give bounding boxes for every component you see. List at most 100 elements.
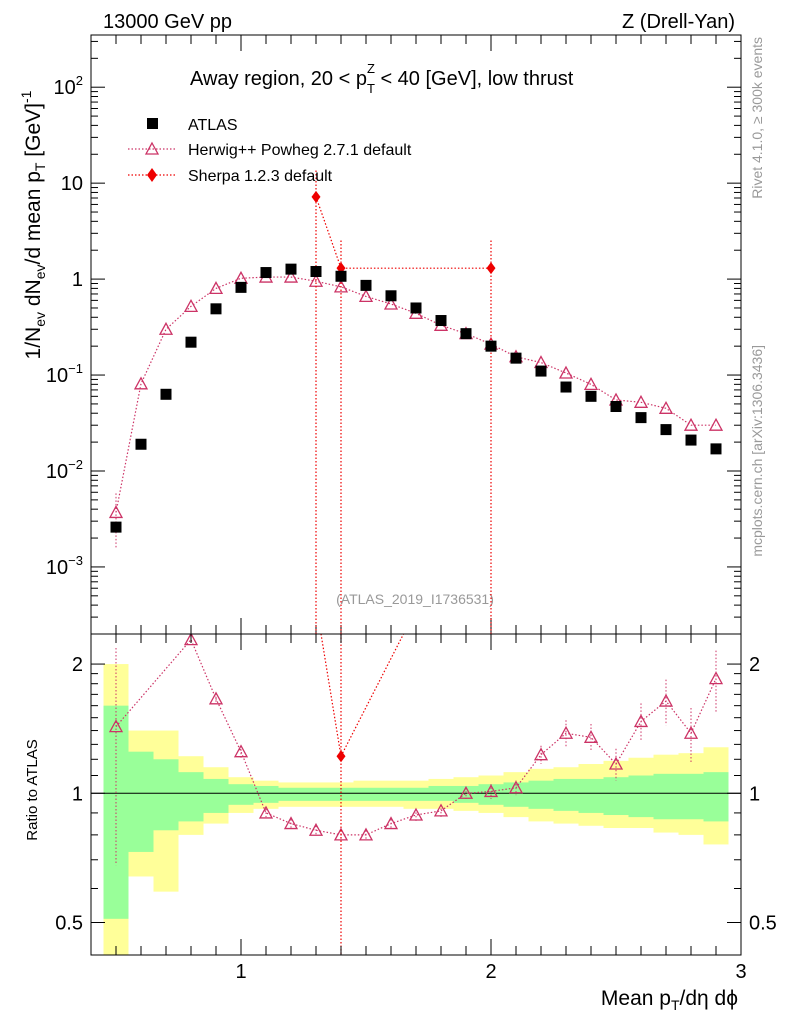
ratio-band-inner bbox=[528, 780, 554, 809]
atlas-main-point bbox=[260, 267, 272, 279]
herwig-ratio-point bbox=[358, 827, 374, 841]
herwig-main-point bbox=[708, 417, 724, 431]
ratio-y-axis-title: Ratio to ATLAS bbox=[24, 739, 41, 840]
atlas-main-point bbox=[535, 365, 547, 377]
herwig-ratio-point bbox=[508, 780, 524, 794]
atlas-main-point bbox=[710, 443, 722, 455]
sherpa-ratio-point bbox=[336, 750, 346, 763]
herwig-ratio-point bbox=[483, 784, 499, 798]
herwig-ratio-point bbox=[108, 719, 124, 733]
herwig-ratio-point bbox=[208, 691, 224, 705]
atlas-main-point bbox=[610, 401, 622, 413]
legend-entry-atlas: ATLAS bbox=[147, 117, 238, 134]
ratio-bands bbox=[103, 664, 729, 955]
ratio-band-inner bbox=[703, 772, 729, 822]
mcplots-label: mcplots.cern.ch [arXiv:1306.3436] bbox=[749, 345, 765, 557]
ratio-x-tick-label: 3 bbox=[735, 961, 746, 983]
ratio-y-tick-label-right: 1 bbox=[749, 783, 760, 805]
herwig-main-point bbox=[558, 365, 574, 379]
ratio-y-ticks: 0.5 0.5 1 1 2 2 bbox=[55, 654, 777, 934]
ratio-band-inner bbox=[403, 787, 429, 801]
herwig-main-point bbox=[208, 281, 224, 295]
rivet-label: Rivet 4.1.0, ≥ 300k events bbox=[749, 37, 765, 199]
analysis-id: (ATLAS_2019_I1736531) bbox=[336, 591, 494, 607]
ratio-band-inner bbox=[203, 778, 229, 813]
atlas-main-point bbox=[335, 270, 347, 282]
herwig-ratio-point bbox=[533, 747, 549, 761]
ratio-band-inner bbox=[503, 782, 529, 807]
ratio-panel: Ratio to ATLAS 0.5 0.5 1 1 2 2 1 2 3 Mean pT/dη… bbox=[24, 633, 777, 1013]
ratio-y-tick-label-right: 0.5 bbox=[749, 912, 777, 934]
x-axis-title: Mean pT/dη dϕ bbox=[601, 987, 738, 1013]
legend-entry-sherpa: Sherpa 1.2.3 default bbox=[128, 168, 333, 185]
main-panel: 1/Nev dNev/d mean pT [GeV]-1 Away region… bbox=[18, 34, 742, 635]
sherpa-main-line bbox=[315, 196, 491, 269]
legend-herwig-label: Herwig++ Powheg 2.7.1 default bbox=[188, 142, 412, 159]
atlas-main-point bbox=[385, 290, 397, 302]
main-y-tick-label: 10−1 bbox=[46, 361, 83, 387]
herwig-ratio-point bbox=[683, 725, 699, 739]
ratio-band-inner bbox=[278, 787, 304, 801]
ratio-band-inner bbox=[353, 787, 379, 801]
sherpa-main-point bbox=[486, 262, 496, 275]
atlas-main-point bbox=[135, 438, 147, 450]
main-y-tick-label: 102 bbox=[54, 73, 83, 99]
atlas-main-point bbox=[685, 434, 697, 446]
legend-sherpa-marker bbox=[147, 168, 157, 182]
herwig-main-point bbox=[183, 298, 199, 312]
ratio-band-inner bbox=[628, 775, 654, 818]
main-y-axis-title: 1/Nev dNev/d mean pT [GeV]-1 bbox=[18, 90, 48, 359]
herwig-ratio-point bbox=[183, 634, 199, 646]
ratio-y-tick-label: 1 bbox=[72, 783, 83, 805]
herwig-main-point bbox=[358, 289, 374, 303]
atlas-main-point bbox=[110, 521, 122, 533]
herwig-ratio-point bbox=[658, 693, 674, 707]
ratio-y-tick-label-right: 2 bbox=[749, 654, 760, 676]
sherpa-main-series bbox=[311, 169, 496, 634]
legend-atlas-marker bbox=[147, 118, 158, 129]
ratio-band-inner bbox=[328, 787, 354, 801]
ratio-band-inner bbox=[578, 778, 604, 813]
herwig-main-point bbox=[283, 269, 299, 283]
ratio-band-inner bbox=[653, 773, 679, 820]
ratio-band-inner bbox=[603, 777, 629, 816]
ratio-y-tick-label: 2 bbox=[72, 654, 83, 676]
herwig-main-point bbox=[633, 394, 649, 408]
atlas-main-series bbox=[110, 263, 722, 533]
atlas-main-point bbox=[285, 263, 297, 275]
herwig-main-point bbox=[108, 505, 124, 519]
atlas-main-point bbox=[635, 412, 647, 424]
atlas-main-point bbox=[560, 381, 572, 393]
sherpa-ratio-series bbox=[320, 634, 405, 955]
sherpa-main-point bbox=[311, 190, 321, 203]
herwig-main-point bbox=[683, 417, 699, 431]
atlas-main-point bbox=[485, 340, 497, 352]
main-x-ticks bbox=[90, 35, 742, 634]
herwig-ratio-point bbox=[408, 807, 424, 821]
sherpa-ratio-line bbox=[340, 634, 405, 757]
herwig-ratio-series bbox=[108, 634, 724, 866]
herwig-ratio-point bbox=[333, 827, 349, 841]
atlas-main-point bbox=[185, 336, 197, 348]
herwig-ratio-point bbox=[608, 756, 624, 770]
main-title: Away region, 20 < pZ T < 40 [GeV], low th… bbox=[190, 61, 574, 96]
herwig-ratio-point bbox=[283, 816, 299, 830]
atlas-main-point bbox=[585, 390, 597, 402]
atlas-main-point bbox=[235, 281, 247, 293]
atlas-main-point bbox=[210, 303, 222, 315]
atlas-main-point bbox=[310, 265, 322, 277]
herwig-ratio-point bbox=[258, 805, 274, 819]
herwig-ratio-point bbox=[233, 744, 249, 758]
legend-atlas-label: ATLAS bbox=[188, 117, 238, 134]
herwig-ratio-point bbox=[583, 729, 599, 743]
herwig-main-point bbox=[233, 270, 249, 284]
ratio-frame bbox=[90, 633, 742, 956]
ratio-band-inner bbox=[553, 778, 579, 811]
atlas-main-point bbox=[410, 302, 422, 314]
ratio-band-inner bbox=[478, 784, 504, 805]
ratio-band-inner bbox=[253, 785, 279, 803]
main-y-tick-label: 10 bbox=[61, 173, 83, 195]
herwig-main-point bbox=[583, 376, 599, 390]
herwig-ratio-point bbox=[633, 714, 649, 728]
herwig-ratio-point bbox=[383, 816, 399, 830]
